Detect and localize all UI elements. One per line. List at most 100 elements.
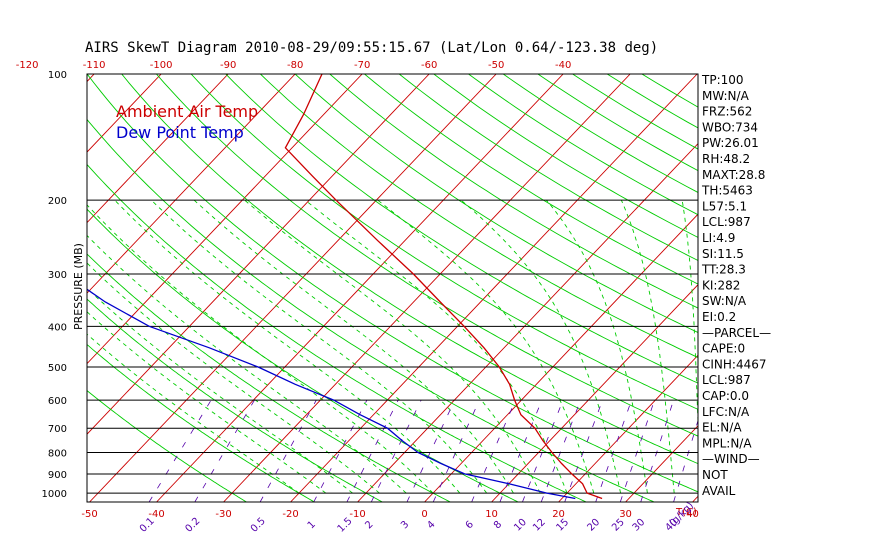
stability-index-text: TT:28.3 [701, 263, 746, 277]
mixing-ratio-tick-label: 4 [425, 519, 437, 531]
mixing-ratio-line [259, 399, 317, 502]
isotherm-line [424, 213, 698, 502]
moist-adiabat-line [681, 200, 698, 434]
stability-index-text: LI:4.9 [702, 231, 735, 245]
stability-index-text: —PARCEL— [702, 326, 771, 340]
dry-adiabat-line [87, 208, 519, 502]
pressure-tick-label: 500 [48, 363, 67, 374]
stability-index-text: LCL:987 [702, 215, 751, 229]
chart-title: AIRS SkewT Diagram 2010-08-29/09:55:15.6… [85, 40, 658, 56]
x-axis-unit-label: T(C) [675, 507, 697, 518]
isotherm-line [0, 74, 27, 502]
mixing-ratio-tick-label: 3 [399, 519, 411, 531]
mixing-ratio-line [640, 400, 674, 502]
stability-index-text: L57:5.1 [702, 199, 747, 213]
isotherm-line [89, 74, 497, 502]
series-layer [87, 74, 603, 500]
bottom-temp-tick-label: 30 [619, 509, 632, 520]
mixing-ratio-line [406, 399, 456, 502]
dry-adiabat-line [156, 74, 698, 437]
pressure-tick-label: 700 [48, 424, 67, 435]
mixing-ratio-line [346, 399, 399, 502]
isotherm-line [87, 74, 162, 153]
bottom-temp-tick-label: -20 [282, 509, 298, 520]
top-temp-tick-label: -40 [555, 60, 571, 71]
top-temp-tick-label: -80 [287, 60, 303, 71]
bottom-temp-tick-label: -10 [349, 509, 365, 520]
mixing-ratio-line [673, 419, 698, 502]
moist-adiabat-line [87, 333, 300, 494]
moist-adiabat-line [546, 199, 648, 494]
top-temp-tick-labels: -120 -110 -100 -90 -80 -70 -60 -50 -40 [16, 60, 572, 71]
mixing-ratio-line [148, 399, 212, 502]
stability-index-text: RH:48.2 [702, 152, 750, 166]
y-axis-label: PRESSURE (MB) [72, 243, 85, 330]
mixing-ratio-tick-label: 0.5 [249, 516, 268, 535]
isotherm-line [625, 425, 698, 502]
stability-index-text: KI:282 [702, 278, 740, 292]
isotherm-line [491, 284, 698, 502]
legend-ambient-temp: Ambient Air Temp [116, 102, 258, 121]
bottom-temp-tick-labels: -50 -40 -30 -20 -10 0 10 20 30 40 [81, 509, 699, 520]
mixing-ratio-line [194, 399, 255, 502]
mixing-ratio-tick-label: 6 [464, 519, 476, 531]
stability-index-text: EI:0.2 [702, 310, 736, 324]
stability-index-text: CAP:0.0 [702, 389, 749, 403]
pressure-tick-label: 400 [48, 322, 67, 333]
mixing-ratio-tick-label: 0.2 [184, 516, 203, 535]
moist-adiabat-line [151, 199, 487, 494]
stability-index-text: NOT [702, 468, 728, 482]
mixing-ratio-tick-label: 8 [492, 519, 504, 531]
mixing-ratio-line [619, 400, 655, 502]
mixing-ratio-tick-label: 1 [306, 519, 318, 531]
top-temp-tick-label: -110 [83, 60, 106, 71]
isotherm-line [87, 74, 430, 435]
dry-adiabat-line [294, 74, 698, 333]
mixing-ratio-line [499, 399, 543, 502]
stability-index-text: SW:N/A [702, 294, 747, 308]
mixing-ratio-line [540, 399, 581, 502]
bottom-temp-tick-label: 10 [485, 509, 498, 520]
mixing-ratio-line [522, 399, 564, 502]
stability-index-text: MPL:N/A [702, 436, 752, 450]
stability-index-text: PW:26.01 [702, 136, 759, 150]
bottom-temp-tick-label: -40 [148, 509, 164, 520]
mixing-ratio-tick-label: 30 [631, 517, 648, 534]
stability-index-text: CAPE:0 [702, 342, 745, 356]
mixing-ratio-line [595, 400, 632, 502]
bottom-temp-tick-label: 20 [552, 509, 565, 520]
dry-adiabat-line [190, 74, 698, 410]
stability-index-text: MW:N/A [702, 89, 750, 103]
series-line-dew-point-temp [87, 288, 576, 500]
top-temp-tick-label: -70 [354, 60, 370, 71]
moist-adiabat-line [305, 199, 568, 494]
dry-adiabat-line [87, 389, 247, 502]
bottom-temp-tick-label: 40 [686, 509, 699, 520]
stability-index-text: TH:5463 [701, 184, 753, 198]
isotherm-line [290, 74, 698, 502]
dry-adiabat-line [329, 74, 698, 309]
pressure-tick-label: 200 [48, 196, 67, 207]
dry-adiabat-line [468, 74, 698, 216]
top-temp-tick-label: -120 [16, 60, 39, 71]
stability-index-text: FRZ:562 [702, 105, 752, 119]
pressure-tick-labels: 100 200 300 400 500 600 700 800 900 1000 [42, 70, 67, 500]
mixing-ratio-line [432, 399, 480, 502]
mixing-ratio-tick-label: 10 [512, 517, 529, 534]
dry-adiabat-line [364, 74, 698, 285]
stability-index-text: CINH:4467 [702, 357, 767, 371]
mixing-ratio-line [471, 399, 516, 502]
mixing-ratio-tick-label: 12 [531, 517, 548, 534]
top-temp-tick-label: -60 [421, 60, 437, 71]
dry-adiabat-line [398, 74, 698, 261]
moist-adiabat-line [377, 199, 595, 494]
mixing-ratio-line [370, 399, 422, 502]
bottom-temp-tick-label: 0 [421, 509, 427, 520]
dry-adiabat-line [87, 253, 451, 502]
isotherm-line [87, 74, 229, 224]
stability-index-text: LCL:987 [702, 373, 751, 387]
pressure-tick-label: 900 [48, 470, 67, 481]
series-line-ambient-air-temp [284, 74, 603, 500]
dry-adiabat-line [225, 74, 698, 384]
